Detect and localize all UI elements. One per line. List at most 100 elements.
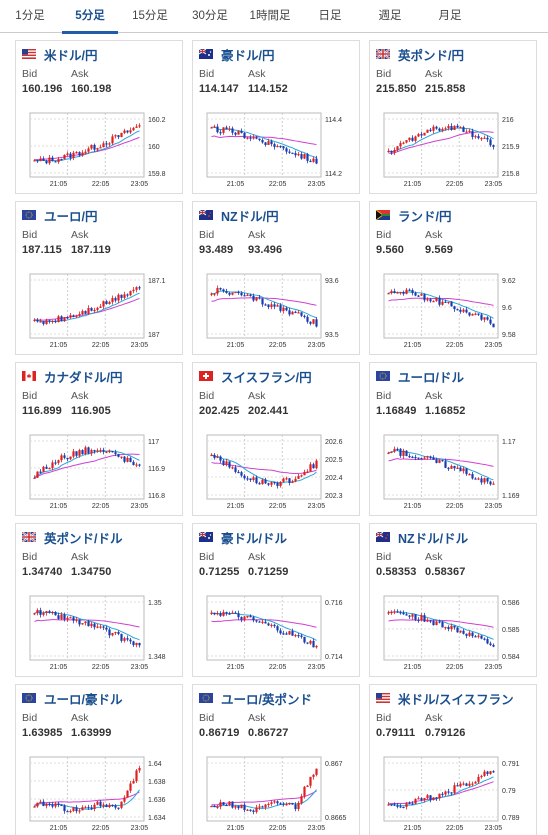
rate-card[interactable]: 英ポンド/円 Bid Ask 215.850 215.858 216 215.9 215.8 2… (369, 40, 537, 194)
rate-card[interactable]: ユーロ/ドル Bid Ask 1.16849 1.16852 1.17 1.169 21:05… (369, 362, 537, 516)
candle-body (78, 314, 81, 316)
tab-3[interactable]: 30分足 (192, 10, 228, 22)
candle-body (135, 287, 138, 290)
pair-name[interactable]: NZドル/円 (221, 210, 279, 224)
candle-body (441, 793, 444, 795)
pair-name[interactable]: 米ドル/円 (44, 49, 98, 63)
candle-body (33, 160, 36, 162)
rate-card[interactable]: 豪ドル/円 Bid Ask 114.147 114.152 114.4 114.2 21:05… (192, 40, 360, 194)
pair-name[interactable]: ユーロ/円 (44, 210, 98, 224)
candle-body (285, 633, 288, 635)
pair-name[interactable]: ランド/円 (398, 210, 452, 224)
tab-5[interactable]: 日足 (318, 10, 342, 22)
candle-body (69, 153, 72, 158)
candle-body (291, 481, 294, 483)
candle-body (459, 630, 462, 633)
pair-name[interactable]: カナダドル/円 (44, 371, 123, 385)
mini-chart: 1.17 1.169 21:05 22:05 23:05 (383, 434, 520, 510)
rate-card[interactable]: NZドル/ドル Bid Ask 0.58353 0.58367 0.586 0.585 0.5… (369, 523, 537, 677)
candle-body (393, 150, 396, 153)
rate-card[interactable]: ユーロ/豪ドル Bid Ask 1.63985 1.63999 1.64 1.638 1.63… (15, 684, 183, 835)
candle-body (114, 805, 117, 808)
x-tick-label: 22:05 (269, 342, 287, 349)
tab-6[interactable]: 週足 (378, 10, 402, 22)
tab-2[interactable]: 15分足 (132, 10, 168, 22)
candle-body (306, 642, 309, 644)
candle-body (429, 456, 432, 458)
pair-name[interactable]: 豪ドル/円 (221, 49, 275, 63)
pair-name[interactable]: 米ドル/スイスフラン (398, 693, 514, 707)
bid-label: Bid (376, 712, 392, 724)
candle-body (291, 631, 294, 636)
candle-body (78, 152, 81, 156)
tab-1[interactable]: 5分足 (60, 0, 120, 34)
candle-body (120, 132, 123, 138)
rate-card[interactable]: 米ドル/スイスフラン Bid Ask 0.79111 0.79126 0.791 0.79 0… (369, 684, 537, 835)
chart-frame (383, 434, 499, 500)
candle-body (426, 129, 429, 133)
x-tick-label: 21:05 (227, 342, 245, 349)
candle-body (399, 448, 402, 456)
tab-7[interactable]: 月足 (438, 10, 462, 22)
y-tick-label: 1.348 (148, 654, 166, 661)
pair-name[interactable]: 英ポンド/円 (398, 49, 464, 63)
rate-card[interactable]: 豪ドル/ドル Bid Ask 0.71255 0.71259 0.716 0.714 21:0… (192, 523, 360, 677)
candle-body (432, 301, 435, 303)
rate-card[interactable]: 米ドル/円 Bid Ask 160.196 160.198 160.2 160 159.8 21… (15, 40, 183, 194)
candle-body (390, 150, 393, 153)
candle-body (396, 805, 399, 807)
candle-body (288, 803, 291, 805)
candle-body (60, 614, 63, 619)
x-tick-label: 23:05 (131, 664, 149, 671)
bid-value: 1.16849 (376, 405, 417, 417)
pair-name[interactable]: ユーロ/豪ドル (44, 693, 123, 707)
bid-label: Bid (22, 68, 38, 80)
candle-body (81, 450, 84, 455)
tab-0[interactable]: 1分足 (15, 10, 45, 22)
pair-name[interactable]: 豪ドル/ドル (221, 532, 287, 546)
candle-body (420, 457, 423, 460)
candle-body (285, 307, 288, 311)
candle-body (225, 804, 228, 807)
pair-name[interactable]: スイスフラン/円 (221, 371, 312, 385)
pair-name[interactable]: 英ポンド/ドル (44, 532, 123, 546)
candle-body (228, 292, 231, 295)
candle-body (291, 803, 294, 805)
x-tick-label: 21:05 (404, 664, 422, 671)
candle-body (90, 623, 93, 627)
ask-label: Ask (248, 390, 266, 402)
candle-body (216, 288, 219, 294)
x-tick-label: 23:05 (308, 825, 326, 832)
candle-body (252, 137, 255, 139)
x-tick-label: 23:05 (485, 825, 503, 832)
x-tick-label: 22:05 (446, 825, 464, 832)
y-tick-label: 1.169 (502, 493, 520, 500)
candle-body (429, 299, 432, 302)
pair-name[interactable]: NZドル/ドル (398, 532, 469, 546)
rate-card[interactable]: NZドル/円 Bid Ask 93.489 93.496 93.6 93.5 21:05 22:… (192, 201, 360, 355)
candle-body (411, 614, 414, 617)
x-tick-label: 22:05 (269, 181, 287, 188)
candle-body (453, 466, 456, 469)
tab-4[interactable]: 1時間足 (249, 10, 291, 22)
rate-card[interactable]: ユーロ/英ポンド Bid Ask 0.86719 0.86727 0.867 0.8665 2… (192, 684, 360, 835)
candle-body (465, 783, 468, 786)
candle-body (426, 456, 429, 458)
rate-card[interactable]: スイスフラン/円 Bid Ask 202.425 202.441 202.6 202.5 20… (192, 362, 360, 516)
candle-body (471, 632, 474, 637)
rate-card[interactable]: 英ポンド/ドル Bid Ask 1.34740 1.34750 1.35 1.348 21:0… (15, 523, 183, 677)
candle-body (81, 623, 84, 625)
rate-card[interactable]: ユーロ/円 Bid Ask 187.115 187.119 187.1 187 21:05 22… (15, 201, 183, 355)
candle-body (222, 802, 225, 805)
candle-body (120, 633, 123, 641)
rate-card[interactable]: ランド/円 Bid Ask 9.560 9.569 9.62 9.6 9.58 21:05 22:… (369, 201, 537, 355)
pair-name[interactable]: ユーロ/英ポンド (221, 693, 312, 707)
candle-body (288, 310, 291, 315)
rate-card[interactable]: カナダドル/円 Bid Ask 116.899 116.905 117 116.9 116.8… (15, 362, 183, 516)
candle-body (60, 158, 63, 161)
candle-body (294, 635, 297, 637)
candle-body (474, 313, 477, 315)
pair-name[interactable]: ユーロ/ドル (398, 371, 464, 385)
chart-frame (29, 273, 145, 339)
candle-body (225, 461, 228, 465)
